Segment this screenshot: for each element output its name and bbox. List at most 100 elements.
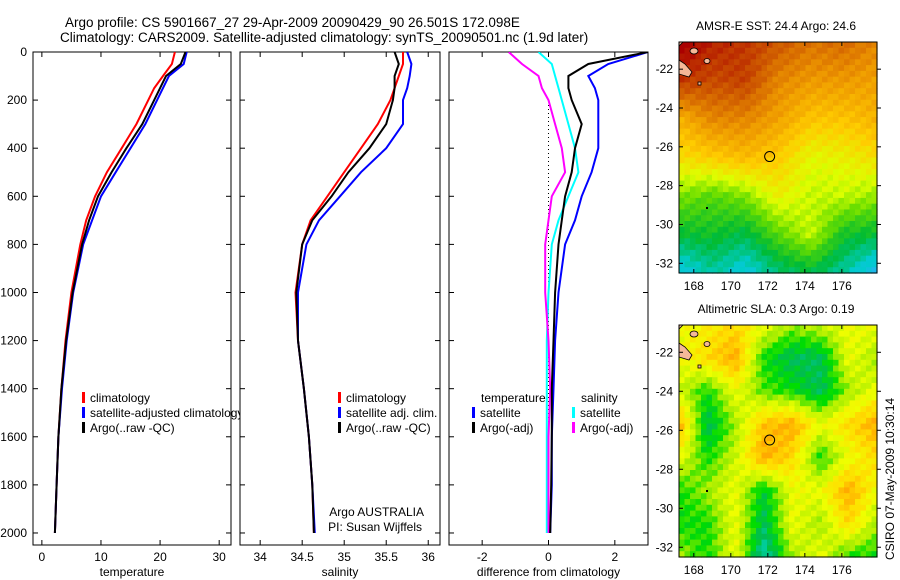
heatmap-cell [783,255,790,263]
heatmap-cell [772,261,779,268]
heatmap-cell [783,446,790,454]
heatmap-cell [805,82,812,89]
heatmap-cell [860,82,867,89]
heatmap-cell [800,435,807,442]
heatmap-cell [739,348,746,355]
heatmap-cell [767,47,774,55]
heatmap-cell [811,203,818,211]
heatmap-cell [695,510,702,517]
heatmap-cell [827,42,834,49]
heatmap-cell [756,203,763,211]
heatmap-cell [860,53,867,60]
heatmap-cell [833,47,840,55]
heatmap-cell [794,528,801,535]
heatmap-cell [701,533,708,541]
heatmap-cell [811,151,818,159]
heatmap-cell [822,163,829,170]
heatmap-cell [745,232,752,239]
heatmap-cell [734,336,741,343]
heatmap-cell [767,238,774,245]
heatmap-cell [827,226,834,234]
heatmap-cell [734,186,741,193]
heatmap-cell [761,412,768,419]
heatmap-cell [800,533,807,541]
heatmap-cell [794,429,801,436]
lat-tick-label: -32 [656,540,674,554]
heatmap-cell [723,475,730,483]
heatmap-cell [772,342,779,349]
heatmap-cell [871,157,878,164]
y-tick-label: 600 [7,189,27,203]
heatmap-cell [783,249,790,257]
heatmap-cell [800,377,807,384]
heatmap-cell [871,82,878,89]
heatmap-cell [866,487,873,494]
heatmap-cell [789,528,796,535]
heatmap-cell [844,406,851,413]
heatmap-cell [712,377,719,384]
heatmap-cell [783,365,790,372]
heatmap-cell [783,470,790,477]
heatmap-cell [739,330,746,338]
heatmap-cell [855,47,862,55]
heatmap-cell [767,499,774,506]
heatmap-cell [789,145,796,153]
heatmap-cell [728,528,735,535]
heatmap-cell [822,470,829,477]
heatmap-cell [772,93,779,101]
heatmap-cell [750,186,757,193]
heatmap-cell [778,88,785,95]
heatmap-cell [772,423,779,430]
heatmap-cell [871,383,878,390]
heatmap-cell [816,371,823,378]
heatmap-cell [822,59,829,66]
heatmap-cell [816,539,823,546]
heatmap-cell [761,180,768,187]
heatmap-cell [761,59,768,66]
heatmap-cell [745,336,752,343]
heatmap-cell [767,336,774,343]
heatmap-cell [805,522,812,529]
heatmap-cell [855,134,862,141]
heatmap-cell [849,157,856,164]
heatmap-cell [728,348,735,355]
heatmap-cell [822,122,829,130]
heatmap-cell [778,406,785,413]
heatmap-cell [855,388,862,396]
heatmap-cell [706,330,713,338]
heatmap-cell [855,105,862,112]
heatmap-cell [728,47,735,55]
heatmap-cell [866,371,873,378]
heatmap-cell [783,539,790,546]
heatmap-cell [855,336,862,343]
heatmap-cell [745,122,752,130]
heatmap-cell [695,336,702,343]
heatmap-cell [844,117,851,124]
heatmap-cell [723,336,730,343]
series-line-argo-raw-qc- [53,52,187,534]
heatmap-cell [789,394,796,401]
heatmap-cell [860,76,867,84]
heatmap-cell [871,354,878,361]
heatmap-cell [866,441,873,448]
heatmap-cell [717,325,724,332]
heatmap-cell [756,128,763,136]
heatmap-cell [684,452,691,459]
heatmap-cell [712,134,719,141]
heatmap-cell [783,394,790,401]
heatmap-cell [849,342,856,349]
heatmap-cell [723,42,730,49]
heatmap-cell [772,197,779,205]
heatmap-cell [855,209,862,216]
heatmap-cell [855,359,862,367]
heatmap-cell [844,99,851,107]
heatmap-cell [761,423,768,430]
heatmap-cell [866,470,873,477]
heatmap-cell [866,481,873,488]
heatmap-cell [849,70,856,78]
heatmap-cell [690,458,697,465]
heatmap-cell [756,226,763,234]
axes-box [678,41,878,274]
heatmap-cell [756,388,763,396]
heatmap-cell [684,255,691,263]
